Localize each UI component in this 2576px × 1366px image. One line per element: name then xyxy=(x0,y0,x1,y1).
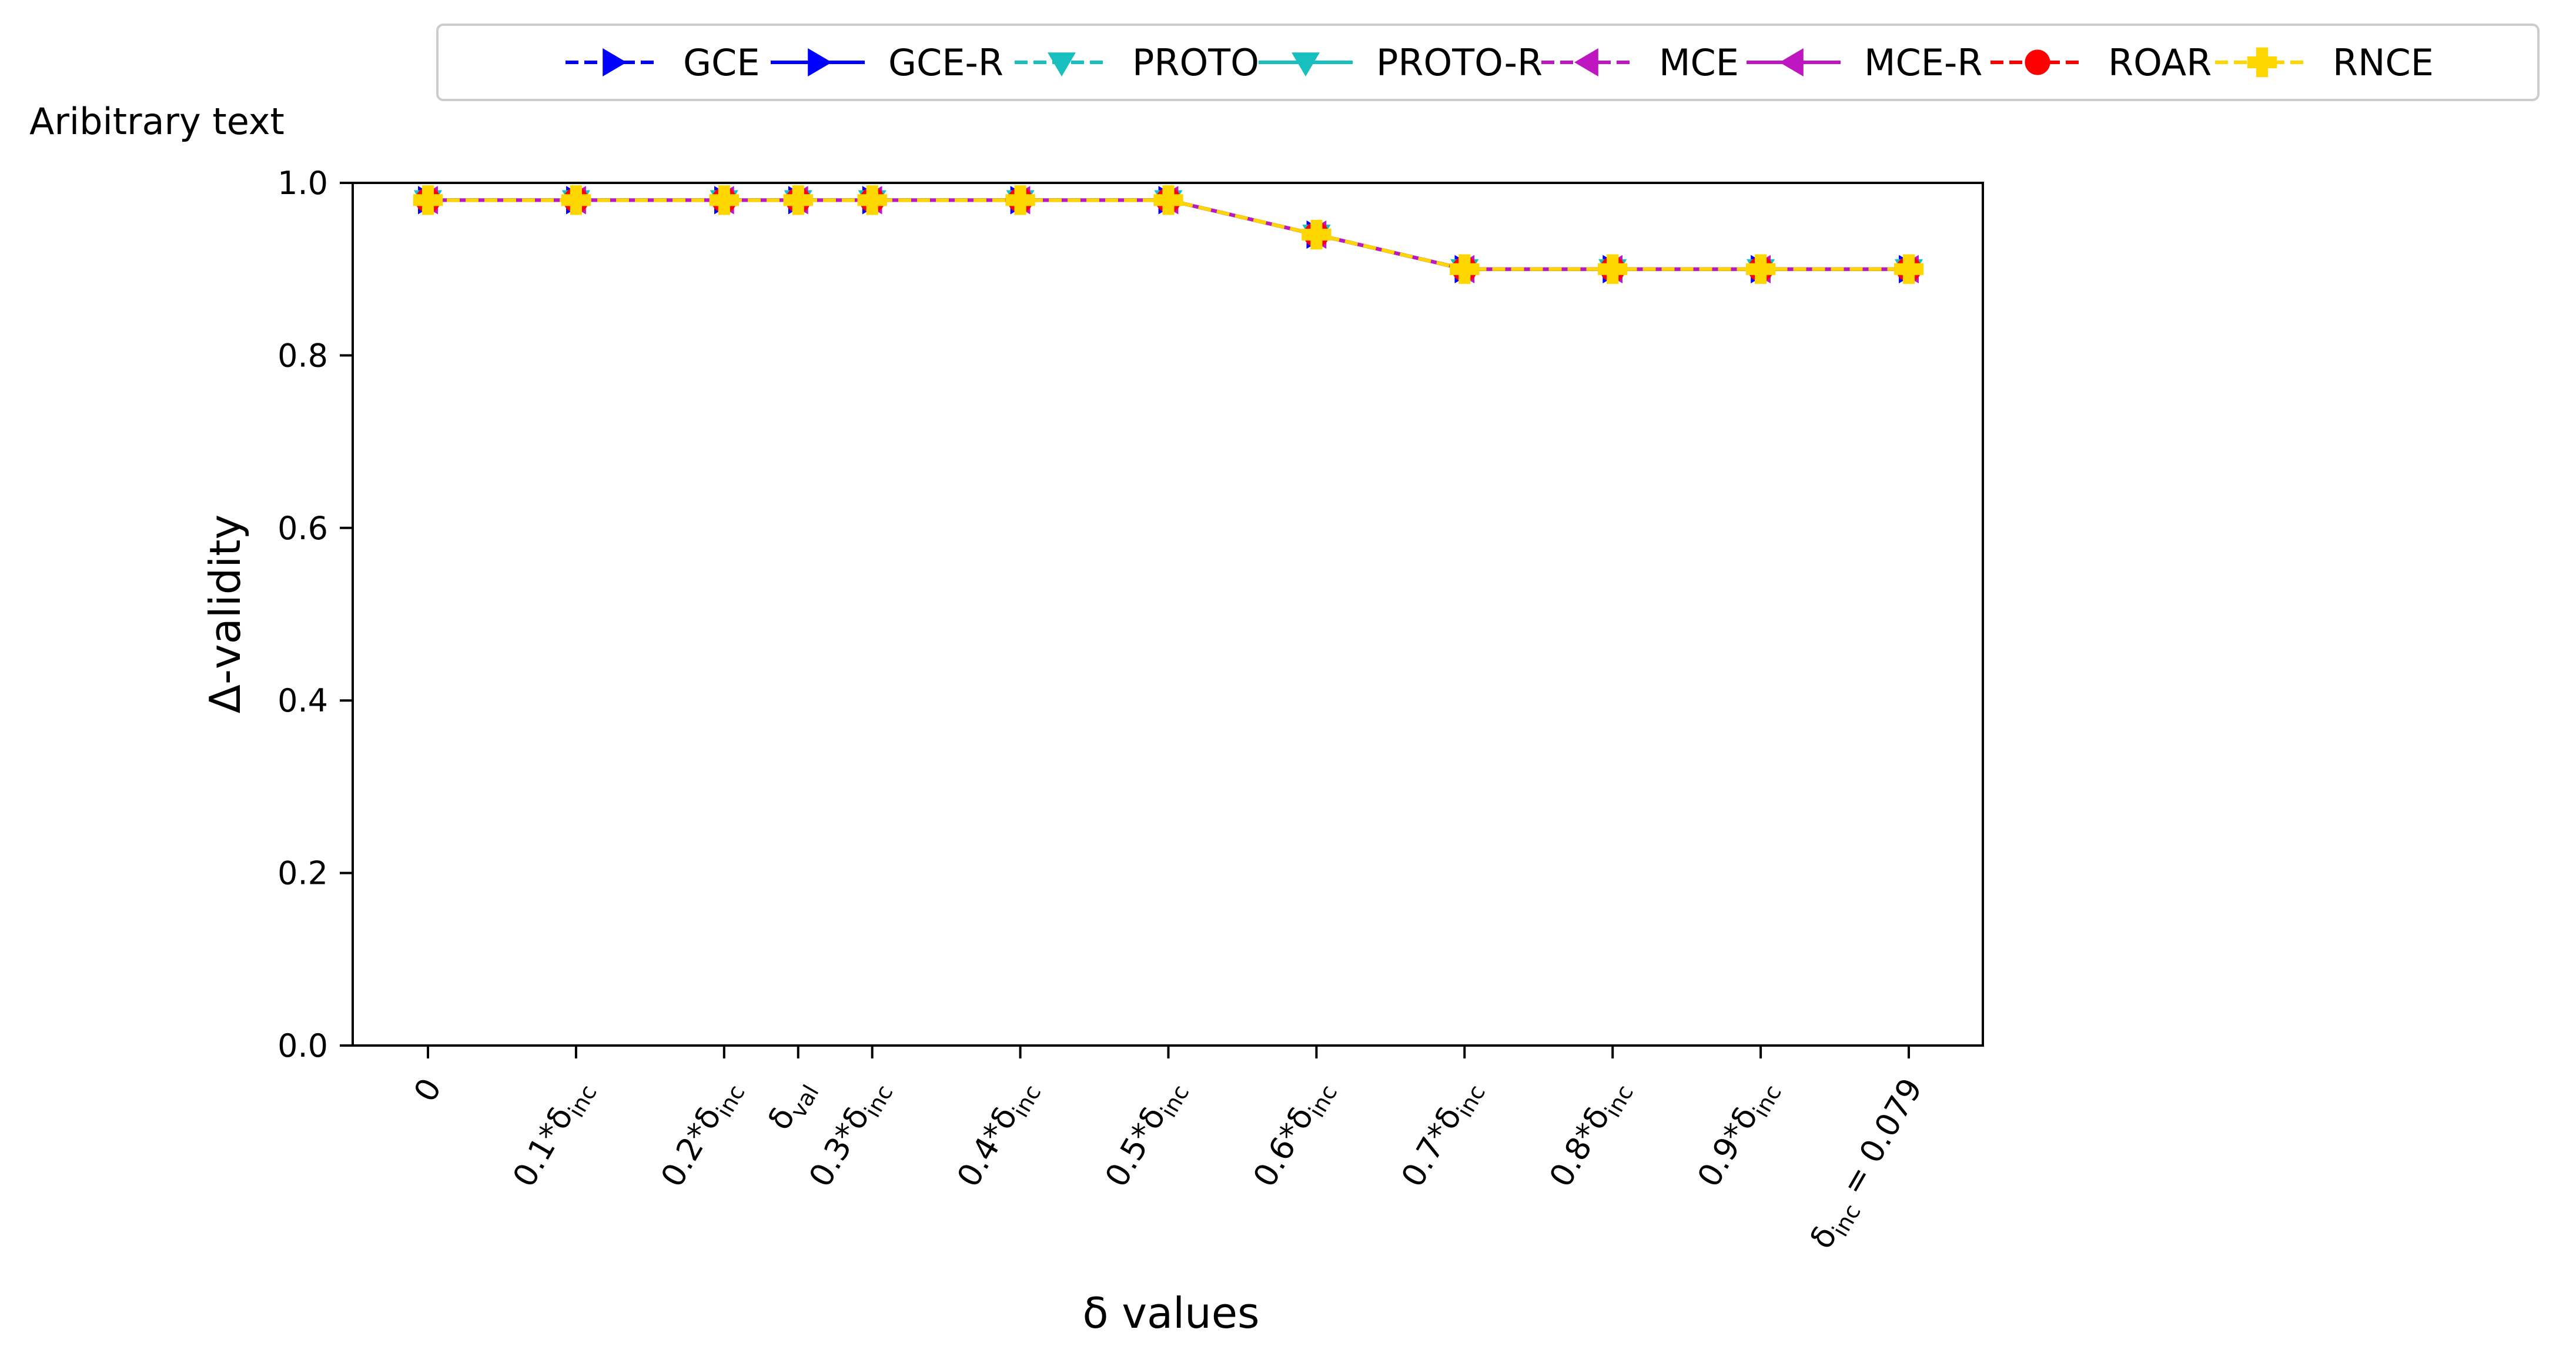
corner-annotation: Aribitrary text xyxy=(29,100,285,143)
data-point xyxy=(561,185,591,215)
data-point xyxy=(1005,185,1035,215)
legend-label: MCE-R xyxy=(1864,41,1982,84)
y-tick-label: 0.8 xyxy=(277,337,328,374)
y-tick-label: 0.6 xyxy=(277,510,328,547)
legend-marker xyxy=(1292,52,1320,76)
legend-marker xyxy=(1574,48,1598,76)
legend-marker xyxy=(1048,52,1076,76)
legend-item-gce-r: GCE-R xyxy=(771,41,1003,84)
series-rnce xyxy=(413,185,1924,284)
legend-marker xyxy=(1779,48,1804,76)
data-point xyxy=(1450,254,1480,284)
legend-label: MCE xyxy=(1659,41,1739,84)
legend-label: GCE-R xyxy=(888,41,1003,84)
y-tick-label: 0.4 xyxy=(277,682,328,719)
legend-item-proto-r: PROTO-R xyxy=(1259,41,1543,84)
data-point xyxy=(783,185,813,215)
legend-item-mce-r: MCE-R xyxy=(1747,41,1982,84)
legend-item-proto: PROTO xyxy=(1015,41,1259,84)
plot-frame xyxy=(352,182,1984,1047)
legend-label: GCE xyxy=(683,41,760,84)
legend-label: PROTO-R xyxy=(1376,41,1543,84)
legend-marker xyxy=(2247,47,2277,78)
x-axis-label: δ values xyxy=(1082,1288,1259,1338)
legend-item-gce: GCE xyxy=(566,41,760,84)
data-point xyxy=(413,185,443,215)
data-point xyxy=(857,185,887,215)
data-point xyxy=(1893,254,1924,284)
legend-marker xyxy=(603,48,627,76)
data-point xyxy=(709,185,739,215)
y-axis: 0.0 0.2 0.4 0.6 0.8 1.0 xyxy=(277,165,353,1064)
legend-item-roar: ROAR xyxy=(1990,41,2212,84)
legend-label: RNCE xyxy=(2333,41,2434,84)
plot-series xyxy=(413,185,1924,284)
legend: GCE GCE-R PROTO PROTO-R MCE MCE-R ROAR RNCE xyxy=(436,24,2540,101)
legend-marker xyxy=(808,48,832,76)
legend-item-mce: MCE xyxy=(1541,41,1739,84)
legend-label: ROAR xyxy=(2108,41,2212,84)
data-point xyxy=(1302,219,1332,250)
legend-marker xyxy=(2025,49,2050,75)
y-tick-label: 0.0 xyxy=(277,1027,328,1064)
data-point xyxy=(1598,254,1628,284)
legend-label: PROTO xyxy=(1132,41,1259,84)
y-tick-label: 1.0 xyxy=(277,165,328,202)
legend-box xyxy=(436,24,2540,101)
y-axis-label: Δ-validity xyxy=(200,515,250,714)
series-line xyxy=(428,198,1909,271)
legend-item-rnce: RNCE xyxy=(2215,41,2434,84)
data-point xyxy=(1153,185,1183,215)
y-tick-label: 0.2 xyxy=(277,855,328,892)
data-point xyxy=(1745,254,1776,284)
